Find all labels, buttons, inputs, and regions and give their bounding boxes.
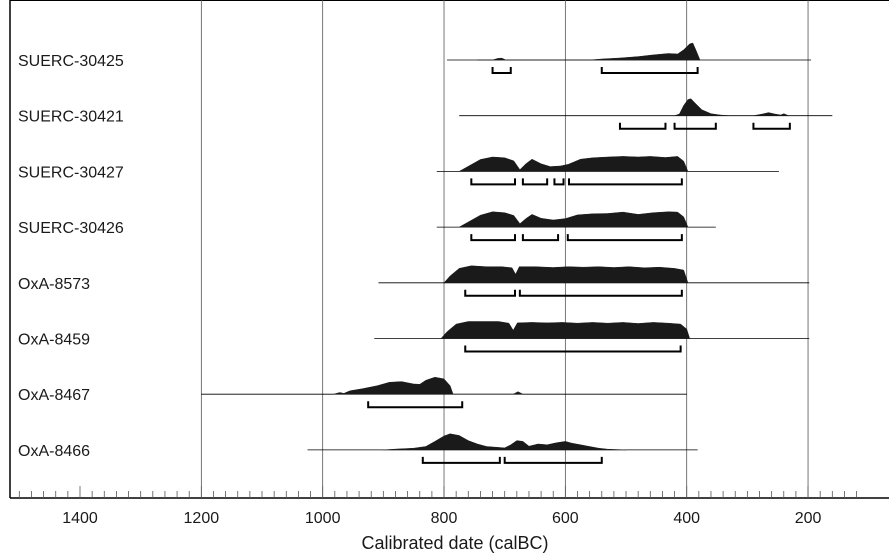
hpd-range-bracket xyxy=(464,345,682,353)
probability-distribution xyxy=(674,98,795,116)
probability-distribution xyxy=(440,321,690,339)
hpd-range-bracket xyxy=(673,122,717,130)
sample-distributions xyxy=(201,42,833,464)
hpd-range-bracket xyxy=(600,67,699,74)
hpd-range-bracket xyxy=(566,234,683,242)
hpd-range-bracket xyxy=(464,289,517,297)
sample-label: OxA-8466 xyxy=(18,443,90,460)
sample-label: OxA-8573 xyxy=(18,276,90,293)
hpd-range-bracket xyxy=(518,289,683,297)
hpd-range-bracket xyxy=(367,401,464,409)
sample-label: SUERC-30427 xyxy=(18,164,124,181)
sample-label: OxA-8459 xyxy=(18,332,90,349)
x-axis-title: Calibrated date (calBC) xyxy=(361,533,548,553)
probability-distribution xyxy=(443,265,689,284)
hpd-range-bracket xyxy=(553,178,565,186)
hpd-range-bracket xyxy=(618,122,667,130)
sample-labels: SUERC-30425 SUERC-30421 SUERC-30427 SUERC-3… xyxy=(18,53,124,460)
probability-distribution xyxy=(333,376,524,395)
hpd-range-bracket xyxy=(503,456,603,464)
probability-distribution xyxy=(458,211,689,228)
tick-label: 800 xyxy=(431,510,458,527)
sample-row xyxy=(307,433,698,464)
tick-label: 600 xyxy=(552,510,579,527)
sample-row xyxy=(459,98,833,130)
tick-label: 200 xyxy=(795,510,822,527)
hpd-range-bracket xyxy=(470,178,517,186)
sample-row xyxy=(436,156,779,186)
grid-lines xyxy=(200,0,809,498)
hpd-range-bracket xyxy=(470,234,517,242)
tick-label: 1400 xyxy=(62,510,98,527)
sample-label: OxA-8467 xyxy=(18,387,90,404)
sample-row xyxy=(447,42,812,74)
x-axis: 1400 1200 1000 800 600 400 200 xyxy=(18,486,857,527)
sample-row xyxy=(378,265,810,297)
tick-label: 1000 xyxy=(305,510,341,527)
hpd-range-bracket xyxy=(752,122,791,130)
probability-distribution xyxy=(383,433,627,451)
hpd-range-bracket xyxy=(568,178,683,186)
hpd-range-bracket xyxy=(521,178,549,186)
probability-distribution xyxy=(458,156,689,172)
sample-label: SUERC-30425 xyxy=(18,53,124,70)
probability-distribution xyxy=(477,42,701,61)
tick-label: 1200 xyxy=(184,510,220,527)
hpd-range-bracket xyxy=(491,67,512,74)
tick-label: 400 xyxy=(673,510,700,527)
hpd-range-bracket xyxy=(521,234,560,242)
sample-row xyxy=(374,321,810,353)
sample-row xyxy=(436,211,716,242)
sample-label: SUERC-30421 xyxy=(18,109,124,126)
sample-label: SUERC-30426 xyxy=(18,220,124,237)
sample-row xyxy=(201,376,687,409)
hpd-range-bracket xyxy=(421,456,501,464)
